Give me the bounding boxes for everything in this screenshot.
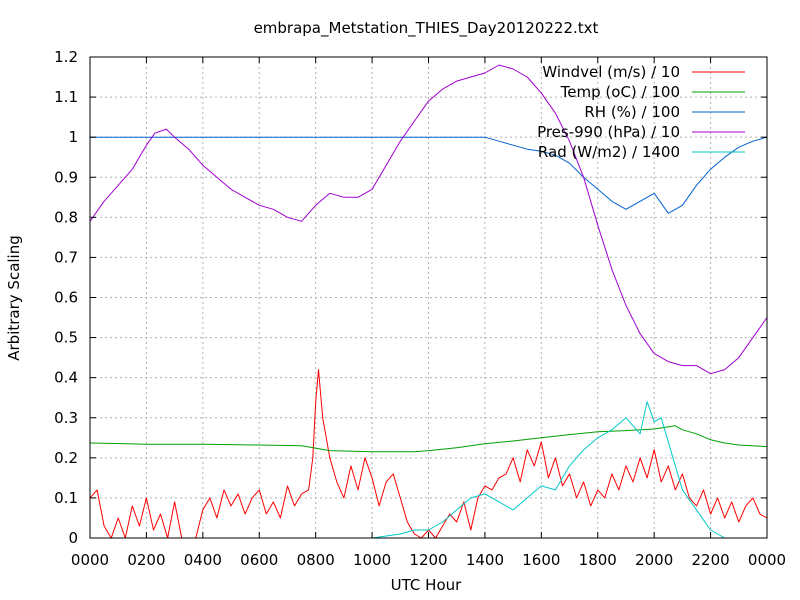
x-tick-label: 1600 (522, 551, 560, 569)
y-tick-label: 0.1 (54, 489, 78, 507)
x-axis-label: UTC Hour (391, 576, 462, 594)
series-layer (89, 64, 768, 539)
y-axis-label: Arbitrary Scaling (5, 235, 23, 361)
legend-label-windvel: Windvel (m/s) / 10 (542, 63, 680, 81)
x-tick-label: 1000 (353, 551, 391, 569)
x-tick-label: 1200 (409, 551, 447, 569)
y-tick-label: 1 (68, 128, 78, 146)
x-tick-label: 0200 (127, 551, 165, 569)
legend-label-rad: Rad (W/m2) / 1400 (538, 143, 680, 161)
y-tick-label: 0.4 (54, 369, 78, 387)
series-line-pres-990 (89, 64, 768, 375)
x-tick-label: 1800 (579, 551, 617, 569)
x-tick-label: 0600 (240, 551, 278, 569)
y-tick-label: 1.2 (54, 48, 78, 66)
x-tick-label: 2200 (691, 551, 729, 569)
y-tick-label: 0.2 (54, 449, 78, 467)
y-tick-label: 0.3 (54, 409, 78, 427)
x-tick-label: 0400 (184, 551, 222, 569)
x-tick-label: 0000 (71, 551, 109, 569)
series-line-rh (90, 136, 768, 214)
x-tick-label: 1400 (466, 551, 504, 569)
y-tick-label: 1.1 (54, 88, 78, 106)
chart-title: embrapa_Metstation_THIES_Day20120222.txt (254, 19, 599, 38)
series-line-temp (89, 425, 768, 453)
x-tick-label: 0800 (297, 551, 335, 569)
ticks: 0 0.1 0.2 0.3 0.4 0.5 0.6 0.7 0.8 0.9 1 1.1 1.2 0000 0… (54, 48, 786, 569)
legend-label-rh: RH (%) / 100 (584, 103, 680, 121)
y-tick-label: 0.8 (54, 208, 78, 226)
y-tick-label: 0 (68, 529, 78, 547)
legend-label-temp: Temp (oC) / 100 (560, 83, 680, 101)
y-tick-label: 0.7 (54, 248, 78, 266)
y-tick-label: 0.5 (54, 329, 78, 347)
y-tick-label: 0.9 (54, 168, 78, 186)
series-line-rad (90, 401, 767, 539)
x-tick-label: 0000 (748, 551, 786, 569)
x-tick-label: 2000 (635, 551, 673, 569)
legend-label-pres-990: Pres-990 (hPa) / 10 (537, 123, 680, 141)
y-tick-label: 0.6 (54, 289, 78, 307)
legend: Windvel (m/s) / 10 Temp (oC) / 100 RH (%) … (537, 63, 745, 161)
